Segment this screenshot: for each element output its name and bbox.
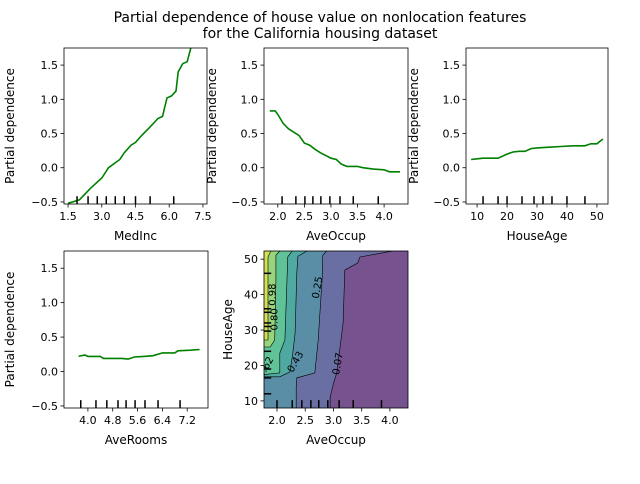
y-tick-label: 1.0 [41, 297, 59, 310]
contour-line [329, 251, 393, 408]
x-tick-label: 2.0 [268, 414, 286, 427]
x-tick-label: 4.8 [104, 414, 122, 427]
y-tick-label: 0.5 [443, 128, 461, 141]
y-tick-label: 0.0 [443, 162, 461, 175]
panel-averooms: 4.0 4.8 5.6 6.4 7.2 −0.5 0.0 0.5 1.0 1.5 AveRooms P… [3, 250, 209, 447]
y-tick-label: 0.0 [41, 162, 59, 175]
y-tick-label: −0.5 [31, 400, 58, 413]
y-tick-label: −0.5 [231, 196, 258, 209]
x-tick-label: 4.5 [127, 210, 145, 223]
y-axis-label: Partial dependence [407, 68, 421, 184]
y-tick-label: 0.0 [241, 162, 259, 175]
axes-frame [63, 250, 209, 409]
contour-line [295, 251, 327, 408]
x-axis-label: HouseAge [507, 229, 568, 243]
x-tick-label: 6.4 [154, 414, 172, 427]
x-tick-label: 4.0 [79, 414, 97, 427]
axes-frame [465, 47, 609, 205]
y-tick-label: 40 [244, 289, 258, 302]
y-tick-label: 0.5 [41, 331, 59, 344]
contour-line [264, 251, 272, 341]
pd-line [471, 138, 604, 161]
x-tick-label: 10 [470, 210, 484, 223]
x-tick-label: 2.0 [269, 210, 287, 223]
y-tick-label: −0.5 [31, 196, 58, 209]
y-tick-label: 0.5 [241, 128, 259, 141]
y-tick-label: 50 [244, 253, 258, 266]
y-tick-label: 0.0 [41, 366, 59, 379]
y-tick-label: 30 [244, 324, 258, 337]
x-tick-label: 2.5 [296, 210, 314, 223]
pd-line [269, 110, 400, 173]
x-tick-label: 3.0 [93, 210, 111, 223]
x-axis-label: AveOccup [306, 433, 366, 447]
panel-houseage: 10 20 30 40 50 −0.5 0.0 0.5 1.0 1.5 HouseAge Partia… [407, 47, 609, 243]
y-tick-label: 1.0 [443, 93, 461, 106]
x-tick-label: 3.0 [322, 210, 340, 223]
chart-title-line-1: Partial dependence of house value on non… [114, 10, 527, 26]
contour-line [264, 251, 308, 378]
x-tick-label: 2.5 [296, 414, 314, 427]
x-tick-label: 6.0 [160, 210, 178, 223]
x-tick-label: 30 [530, 210, 544, 223]
contour-label: 0.98 [267, 283, 278, 305]
y-tick-label: 1.5 [443, 59, 461, 72]
x-tick-label: 5.6 [129, 414, 147, 427]
y-tick-label: 10 [244, 395, 258, 408]
x-tick-label: 50 [590, 210, 604, 223]
axes-frame [63, 47, 208, 205]
x-axis-label: AveOccup [306, 229, 366, 243]
x-axis-label: AveRooms [105, 433, 167, 447]
axes-frame [263, 250, 409, 409]
y-tick-label: 1.0 [241, 93, 259, 106]
y-tick-label: −0.5 [433, 196, 460, 209]
panel-aveoccup-contour: 0.070.250.430.620.800.982.0 2.5 3.0 3.5 4.01… [221, 250, 409, 447]
pd-line [67, 48, 192, 204]
pd-line [78, 348, 200, 360]
contour-line [264, 251, 281, 348]
y-axis-label: Partial dependence [205, 68, 219, 184]
contour-fill: 0.070.250.430.620.800.98 [264, 251, 408, 408]
x-tick-label: 7.2 [178, 414, 196, 427]
chart-title-line-2: for the California housing dataset [203, 26, 438, 42]
y-tick-label: 1.5 [41, 262, 59, 275]
panel-aveoccup: 2.0 2.5 3.0 3.5 4.0 −0.5 0.0 0.5 1.0 1.5 AveOccup P… [205, 47, 409, 243]
y-axis-label: Partial dependence [3, 272, 17, 388]
contour-label: 0.25 [311, 276, 326, 300]
x-tick-label: 7.5 [194, 210, 212, 223]
contour-band [264, 251, 271, 340]
axes-frame [263, 47, 409, 205]
panel-medinc: 1.5 3.0 4.5 6.0 7.5 −0.5 0.0 0.5 1.0 1.5 MedInc Par… [3, 47, 212, 243]
x-tick-label: 3.0 [325, 414, 343, 427]
y-tick-label: 20 [244, 359, 258, 372]
y-tick-label: 0.5 [41, 128, 59, 141]
y-tick-label: 1.5 [241, 59, 259, 72]
y-axis-label: HouseAge [221, 299, 235, 360]
x-tick-label: 3.5 [349, 210, 367, 223]
y-axis-label: Partial dependence [3, 68, 17, 184]
x-axis-label: MedInc [114, 229, 157, 243]
y-tick-label: 1.5 [41, 59, 59, 72]
x-tick-label: 3.5 [353, 414, 371, 427]
x-tick-label: 4.0 [375, 210, 393, 223]
contour-label: 0.07 [331, 352, 346, 376]
contour-line [264, 251, 293, 375]
x-tick-label: 20 [500, 210, 514, 223]
x-tick-label: 1.5 [59, 210, 77, 223]
y-tick-label: 1.0 [41, 93, 59, 106]
x-tick-label: 40 [560, 210, 574, 223]
x-tick-label: 4.0 [381, 414, 399, 427]
contour-label: 0.80 [270, 308, 281, 330]
